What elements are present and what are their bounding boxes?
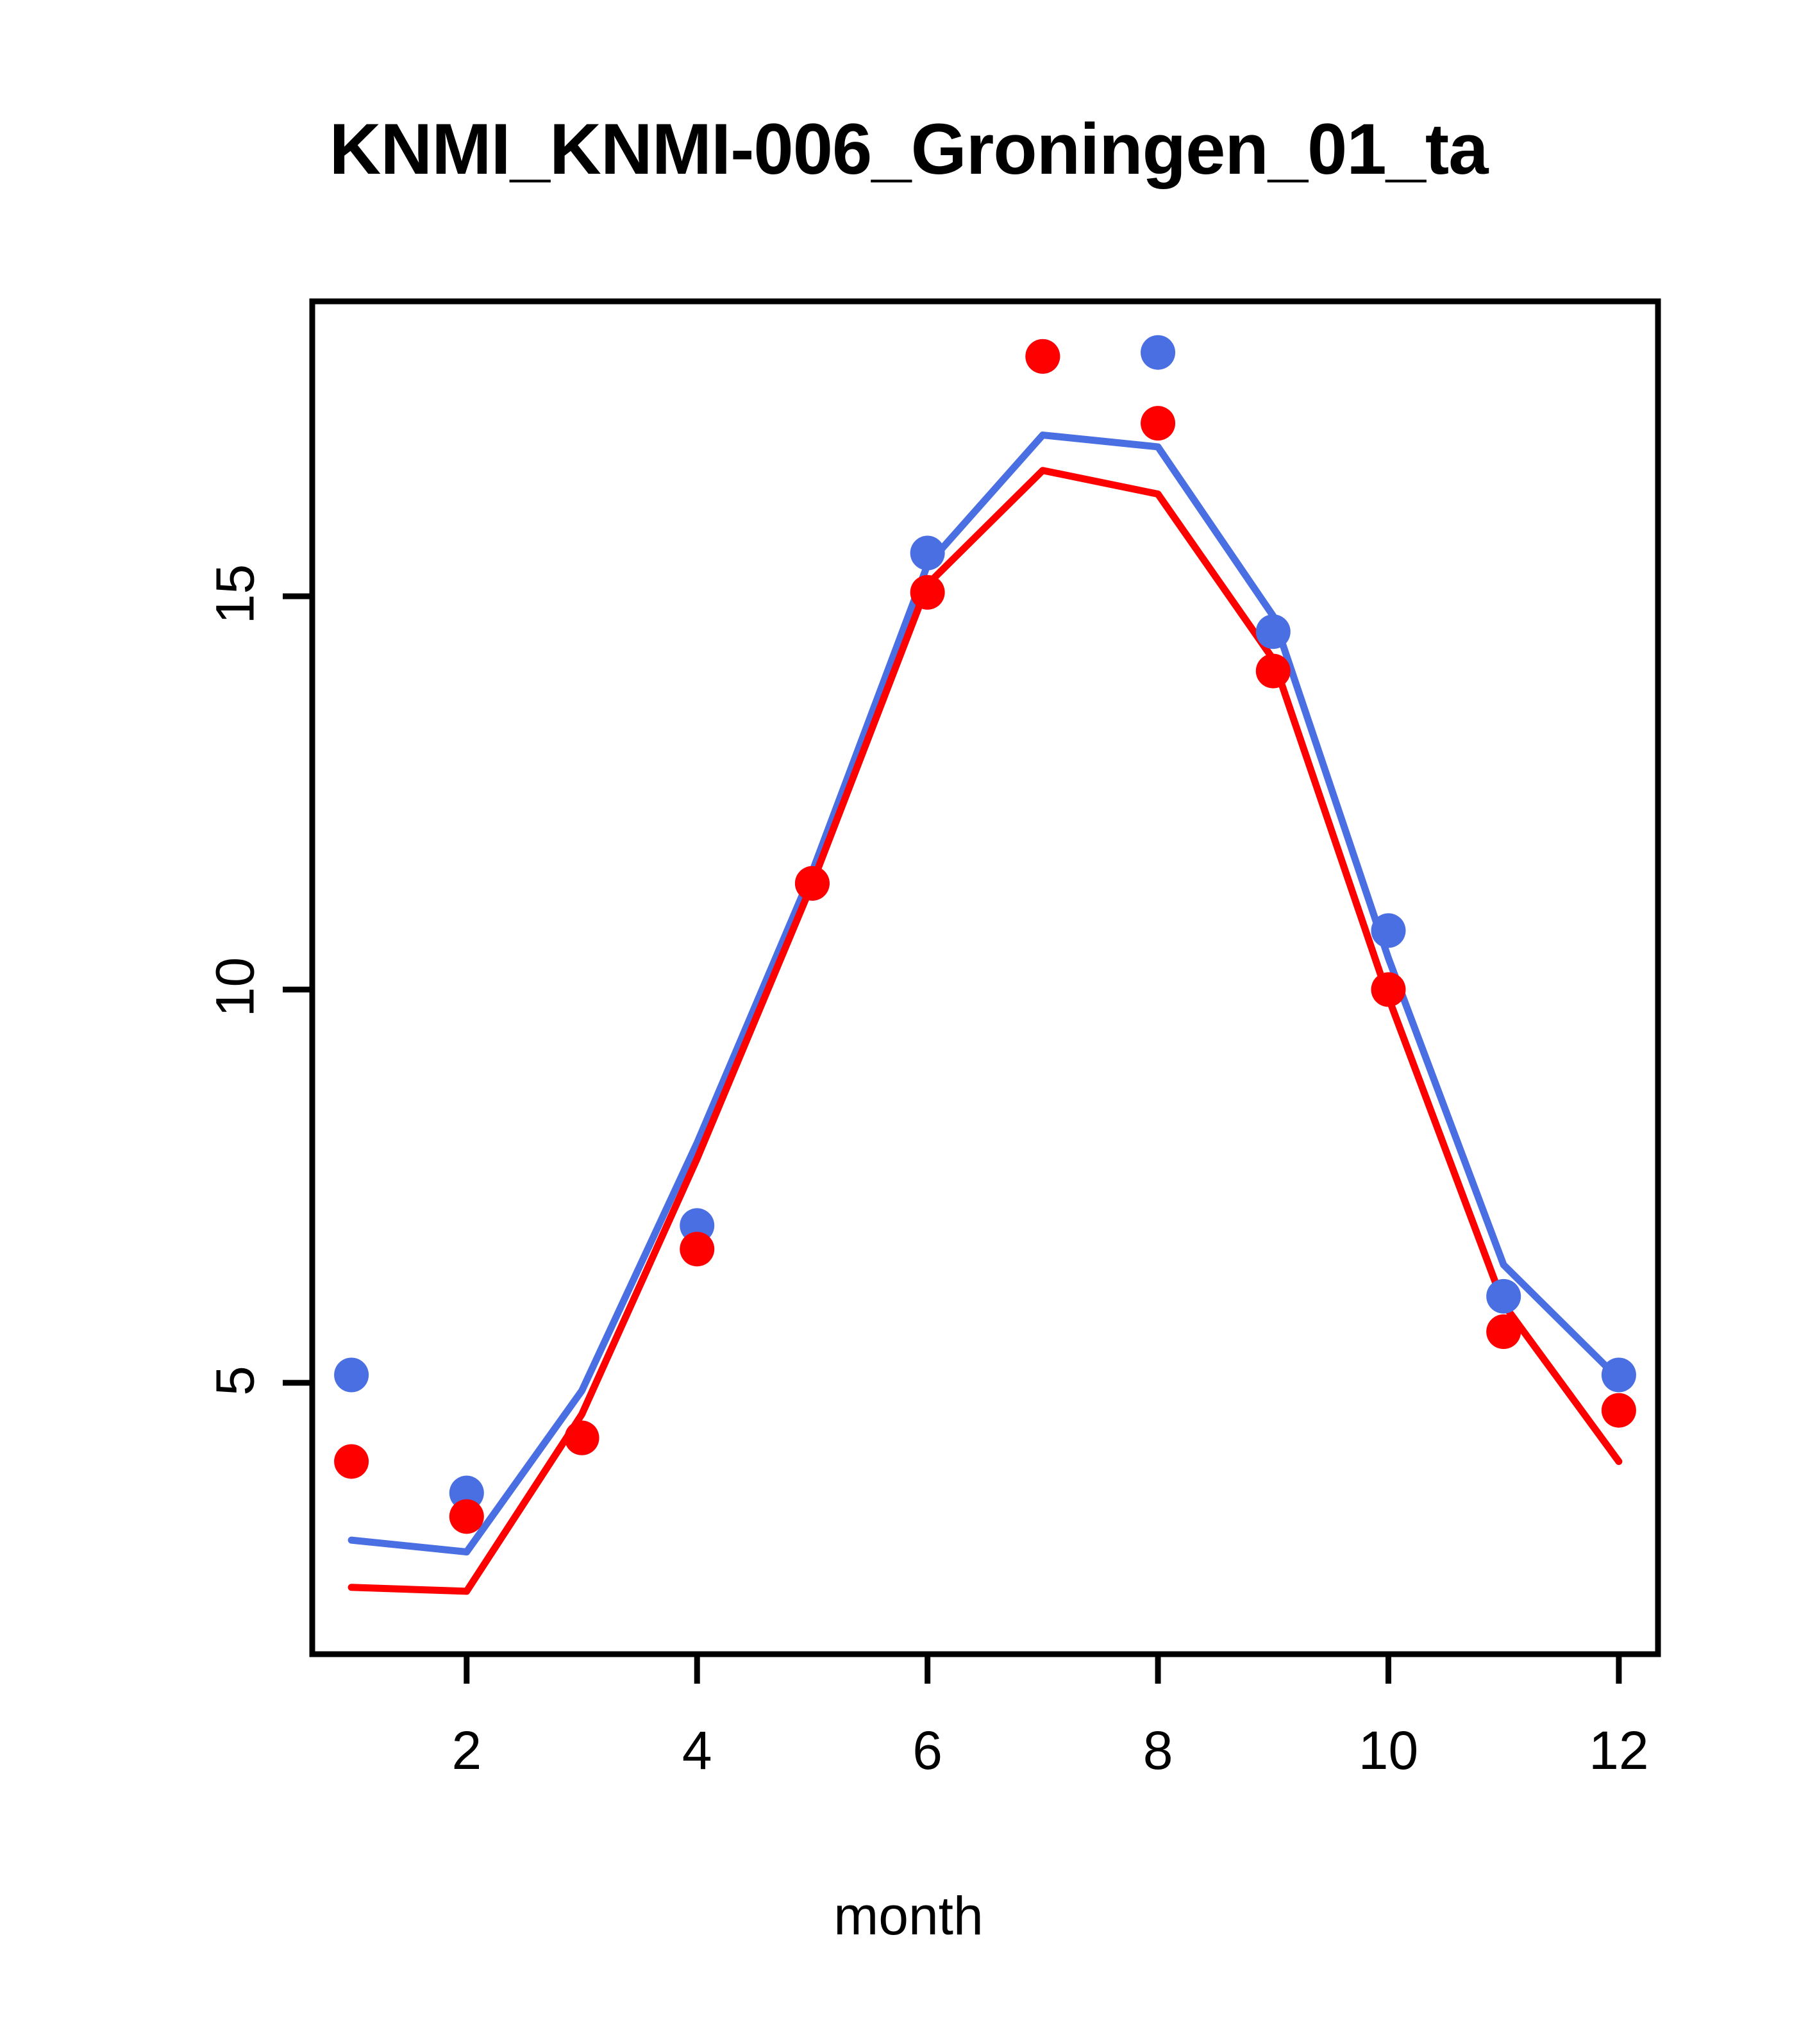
data-point-red-points bbox=[680, 1232, 715, 1267]
data-point-red-points bbox=[794, 866, 830, 901]
data-point-red-points bbox=[564, 1420, 599, 1455]
data-point-blue-points bbox=[1141, 335, 1176, 370]
series-line-blue-line bbox=[347, 431, 1623, 1556]
x-axis-title: month bbox=[833, 1886, 984, 1946]
data-point-red-points bbox=[1141, 406, 1176, 441]
data-point-blue-points bbox=[910, 535, 945, 571]
plot-border bbox=[309, 298, 1661, 1657]
data-point-red-points bbox=[449, 1499, 484, 1534]
data-point-blue-points bbox=[1255, 614, 1291, 649]
data-point-red-points bbox=[1601, 1393, 1636, 1428]
data-point-red-points bbox=[334, 1444, 369, 1479]
data-series-layer bbox=[334, 335, 1636, 1595]
axis-ticks bbox=[283, 593, 1622, 1684]
data-point-red-points bbox=[1371, 972, 1406, 1007]
x-tick-label: 2 bbox=[451, 1720, 482, 1780]
x-tick-label: 8 bbox=[1143, 1720, 1173, 1780]
data-point-blue-points bbox=[1371, 913, 1406, 948]
x-tick-label: 10 bbox=[1358, 1720, 1419, 1780]
data-point-red-points bbox=[1025, 339, 1060, 374]
x-tick-label: 6 bbox=[912, 1720, 942, 1780]
data-point-red-points bbox=[1255, 653, 1291, 689]
plot-frame bbox=[309, 298, 1661, 1657]
series-line-red-line bbox=[347, 467, 1623, 1595]
data-point-red-points bbox=[1486, 1314, 1521, 1350]
data-point-red-points bbox=[910, 574, 945, 610]
data-point-blue-points bbox=[1486, 1278, 1521, 1314]
data-point-blue-points bbox=[1601, 1357, 1636, 1393]
x-tick-label: 4 bbox=[682, 1720, 712, 1780]
page-title: KNMI_KNMI-006_Groningen_01_ta bbox=[329, 109, 1488, 189]
y-tick-label: 10 bbox=[205, 957, 265, 1018]
data-point-blue-points bbox=[334, 1357, 369, 1393]
y-tick-label: 5 bbox=[205, 1365, 265, 1396]
y-tick-label: 15 bbox=[205, 564, 265, 624]
x-tick-label: 12 bbox=[1589, 1720, 1649, 1780]
